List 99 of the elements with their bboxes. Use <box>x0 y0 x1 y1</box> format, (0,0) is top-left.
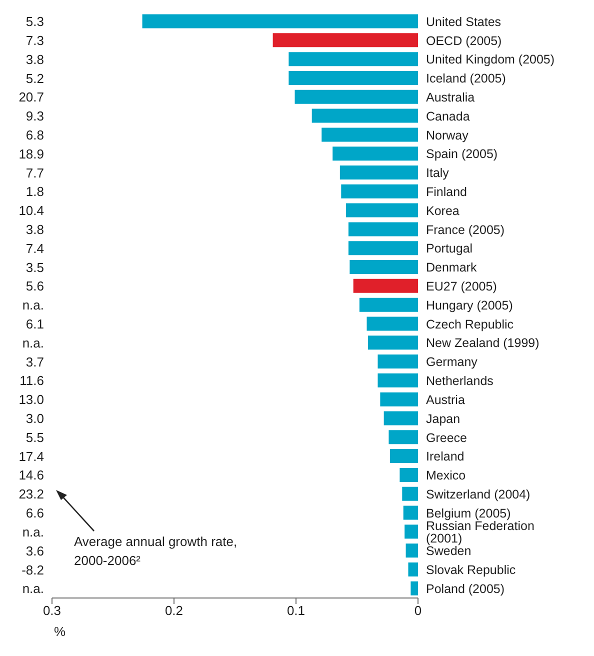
text: n.a. <box>22 335 44 350</box>
text: 7.7 <box>26 165 44 180</box>
bar <box>341 184 418 198</box>
y-tick-label: Australia <box>426 90 475 104</box>
bar <box>332 146 418 161</box>
bar <box>390 449 418 464</box>
y-tick-label: Hungary (2005) <box>426 298 513 312</box>
bar <box>408 562 418 576</box>
y-tick-label: Norway <box>426 128 470 142</box>
bar <box>288 70 418 85</box>
x-tick-label: 0 <box>414 603 422 618</box>
bar <box>400 468 418 482</box>
y-tick-label: Austria <box>426 392 465 407</box>
text: 3.5 <box>26 260 44 275</box>
y-tick-label: New Zealand (1999) <box>426 336 540 350</box>
y-tick-label: Iceland (2005) <box>426 72 506 86</box>
bar <box>294 90 418 104</box>
text: 18.9 <box>18 146 44 162</box>
y-tick-label: France (2005) <box>426 222 505 237</box>
x-tick-label: 0.2 <box>164 603 184 618</box>
y-tick-label: Japan <box>426 412 460 426</box>
x-axis-title: % <box>54 624 66 639</box>
y-tick-label: United Kingdom (2005) <box>426 52 555 67</box>
text: 11.6 <box>20 373 44 388</box>
y-tick-label: Denmark <box>426 260 478 275</box>
text: 20.7 <box>18 90 44 105</box>
y-tick-label: Slovak Republic <box>426 563 516 578</box>
text: 3.6 <box>26 543 44 558</box>
bar <box>378 373 418 388</box>
bar <box>288 52 418 66</box>
text: 23.2 <box>18 486 44 502</box>
bar <box>346 203 418 218</box>
text: 5.2 <box>26 70 44 86</box>
text: 5.3 <box>26 14 44 30</box>
annotation: Average annual growth rate, 2000-2006² <box>74 533 238 570</box>
y-tick-label: Canada <box>426 109 470 124</box>
bar <box>384 411 418 426</box>
text: n.a. <box>22 524 44 540</box>
bar <box>388 430 418 444</box>
text: 3.8 <box>26 222 44 237</box>
text: 6.6 <box>26 506 44 521</box>
bar <box>312 108 418 123</box>
y-tick-label: Portugal <box>426 242 473 256</box>
bar <box>403 506 418 520</box>
text: n.a. <box>22 581 44 596</box>
text: 13.0 <box>18 392 44 408</box>
text: 10.4 <box>18 203 44 218</box>
y-tick-label: Germany <box>426 355 478 370</box>
text: 5.5 <box>26 430 44 445</box>
text: 3.0 <box>26 411 44 426</box>
y-tick-label: Russian Federation (2001) <box>426 519 534 546</box>
y-tick-label: Greece <box>426 430 468 445</box>
bar <box>272 33 418 48</box>
bar <box>380 392 418 406</box>
y-tick-label: Sweden <box>426 544 472 558</box>
bar <box>350 260 418 274</box>
bar <box>410 581 418 596</box>
bar <box>322 128 418 142</box>
text: 9.3 <box>26 108 44 124</box>
text: 1.8 <box>26 184 44 200</box>
y-tick-label: Czech Republic <box>426 317 514 332</box>
bar <box>340 165 418 180</box>
text: 7.3 <box>26 32 44 48</box>
bar <box>406 544 418 558</box>
y-tick-label: Ireland <box>426 450 464 464</box>
y-tick-label: Korea <box>426 204 460 218</box>
y-tick-label: EU27 (2005) <box>426 280 497 294</box>
text: 14.6 <box>18 468 44 483</box>
x-tick-label: 0.3 <box>42 603 62 618</box>
text: 7.4 <box>26 240 44 256</box>
y-tick-label: Finland <box>426 185 468 200</box>
y-tick-label: Mexico <box>426 468 466 483</box>
bar <box>366 316 418 331</box>
bar <box>404 524 418 539</box>
bar <box>368 336 418 350</box>
text: 3.7 <box>26 354 44 370</box>
y-tick-label: Spain (2005) <box>426 147 498 162</box>
text: n.a. <box>22 298 44 313</box>
y-tick-label: Belgium (2005) <box>426 506 511 520</box>
text: -8.2 <box>22 562 44 578</box>
text: 6.1 <box>26 316 44 332</box>
bar <box>348 241 418 256</box>
bar <box>378 354 418 369</box>
text: 5.6 <box>26 278 44 294</box>
y-tick-label: Netherlands <box>426 374 494 388</box>
y-tick-label: Poland (2005) <box>426 582 505 596</box>
y-tick-label: United States <box>426 14 502 29</box>
y-tick-label: Italy <box>426 166 450 180</box>
x-tick-label: 0.1 <box>286 603 306 618</box>
y-tick-label: Switzerland (2004) <box>426 487 530 502</box>
text: 6.8 <box>26 127 44 142</box>
bar <box>348 222 418 236</box>
y-tick-label: OECD (2005) <box>426 34 502 48</box>
bar <box>359 298 418 312</box>
bar <box>142 14 418 28</box>
text: 3.8 <box>26 52 44 67</box>
text: 17.4 <box>18 448 44 464</box>
bar <box>353 278 418 293</box>
bar <box>402 486 418 501</box>
